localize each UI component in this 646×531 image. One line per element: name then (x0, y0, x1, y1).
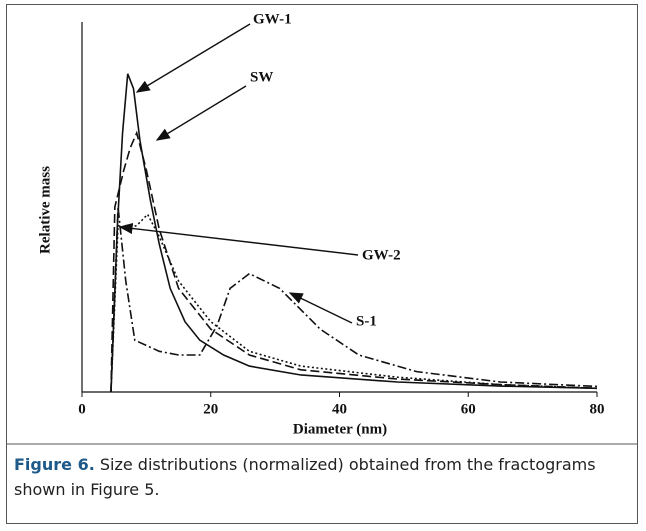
arrow (118, 222, 359, 256)
x-tick-label: 60 (461, 401, 476, 417)
series-annotation: GW-1 (253, 11, 292, 27)
figure-frame (6, 4, 638, 524)
arrow (155, 85, 247, 141)
series-annotation: SW (250, 69, 273, 85)
x-axis-label: Diameter (nm) (293, 421, 387, 437)
caption-text: Size distributions (normalized) obtained… (14, 455, 596, 499)
x-tick-label: 80 (590, 401, 605, 417)
y-axis-label: Relative mass (37, 166, 53, 254)
series-line (110, 130, 598, 393)
caption: Figure 6. Size distributions (normalized… (14, 452, 624, 502)
series-annotation: S-1 (356, 313, 377, 329)
x-tick-label: 40 (332, 401, 347, 417)
series-annotation: GW-2 (362, 247, 401, 263)
arrow (288, 292, 353, 324)
x-tick-label: 0 (78, 401, 86, 417)
x-tick-label: 20 (203, 401, 218, 417)
chart: Relative mass Diameter (nm) GW-1 SW GW-2… (6, 11, 638, 445)
caption-label: Figure 6. (14, 455, 95, 474)
arrow (135, 23, 251, 93)
series-line (110, 73, 598, 393)
series-line (110, 213, 598, 393)
series-line (110, 206, 598, 393)
